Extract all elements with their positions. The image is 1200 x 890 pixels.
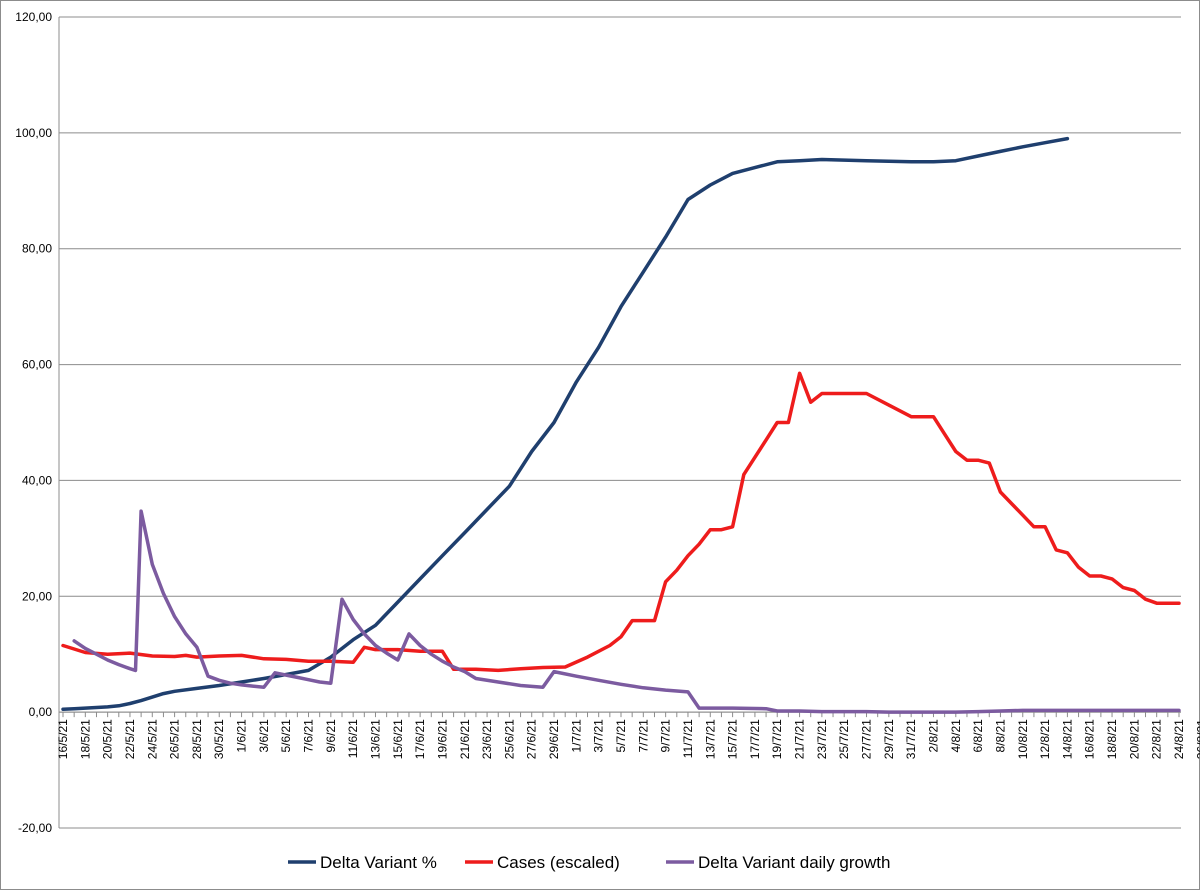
series-line-3: [72, 509, 1181, 714]
x-tick-label: 18/8/21: [1105, 719, 1119, 759]
x-tick-label: 14/8/21: [1060, 719, 1074, 759]
x-tick-label: 11/7/21: [681, 719, 695, 758]
x-tick-label: 22/8/21: [1150, 719, 1164, 759]
series-line-2: [61, 371, 1181, 673]
series-layer: [61, 136, 1181, 714]
x-tick-label: 24/5/21: [145, 719, 159, 759]
y-tick-label: 0,00: [29, 705, 53, 719]
y-tick-label: 40,00: [22, 473, 52, 487]
x-tick-label: 1/6/21: [235, 719, 249, 753]
x-tick-label: 22/5/21: [123, 719, 137, 759]
y-tick-labels: -20,00 0,00 20,00 40,00 60,00 80,00 100,00 120,…: [15, 10, 52, 835]
x-tick-label: 4/8/21: [949, 719, 963, 753]
x-tick-label: 2/8/21: [926, 719, 940, 753]
y-tick-label: 120,00: [15, 10, 52, 24]
x-tick-label: 5/6/21: [279, 719, 293, 753]
x-tick-label: 31/7/21: [904, 719, 918, 759]
x-tick-label: 16/5/21: [56, 719, 70, 759]
x-tick-label: 9/7/21: [659, 719, 673, 753]
legend: Delta Variant % Cases (escaled) Delta Vari…: [288, 853, 890, 872]
x-tick-label: 3/6/21: [257, 719, 271, 753]
x-tick-label: 3/7/21: [592, 719, 606, 753]
x-tick-label: 29/6/21: [547, 719, 561, 759]
x-tick-label: 16/8/21: [1083, 719, 1097, 759]
x-tick-label: 7/6/21: [302, 719, 316, 753]
y-tick-label: 100,00: [15, 126, 52, 140]
x-tick-label: 10/8/21: [1016, 719, 1030, 759]
x-tick-label: 29/7/21: [882, 719, 896, 759]
x-tick-label: 17/7/21: [748, 719, 762, 759]
x-tick-label: 26/8/21: [1194, 719, 1200, 759]
axis-layer: [58, 17, 1181, 828]
x-tick-label: 27/6/21: [525, 719, 539, 759]
x-tick-label: 25/6/21: [502, 719, 516, 759]
y-tick-label: -20,00: [18, 821, 52, 835]
x-tick-label: 20/5/21: [101, 719, 115, 759]
x-tick-label: 1/7/21: [569, 719, 583, 753]
legend-label: Delta Variant %: [320, 853, 437, 872]
x-tick-label: 18/5/21: [78, 719, 92, 759]
x-tick-label: 30/5/21: [212, 719, 226, 759]
x-tick-label: 28/5/21: [190, 719, 204, 759]
x-tick-label: 23/7/21: [815, 719, 829, 759]
legend-label: Cases (escaled): [497, 853, 620, 872]
x-tick-label: 13/7/21: [703, 719, 717, 759]
y-tick-label: 20,00: [22, 589, 52, 603]
x-tick-label: 27/7/21: [860, 719, 874, 759]
x-tick-label: 24/8/21: [1172, 719, 1186, 759]
grid-layer: [59, 16, 1181, 829]
x-tick-label: 15/6/21: [391, 719, 405, 759]
x-tick-label: 20/8/21: [1127, 719, 1141, 759]
x-tick-label: 9/6/21: [324, 719, 338, 753]
x-tick-label: 21/7/21: [793, 719, 807, 759]
x-tick-label: 12/8/21: [1038, 719, 1052, 759]
x-tick-label: 15/7/21: [726, 719, 740, 759]
x-tick-label: 21/6/21: [458, 719, 472, 759]
x-tick-label: 19/6/21: [435, 719, 449, 759]
y-tick-label: 60,00: [22, 358, 52, 372]
x-tick-label: 7/7/21: [636, 719, 650, 753]
x-tick-label: 25/7/21: [837, 719, 851, 759]
x-tick-label: 26/5/21: [168, 719, 182, 759]
x-tick-label: 8/8/21: [993, 719, 1007, 753]
x-tick-label: 19/7/21: [770, 719, 784, 759]
x-tick-labels: 16/5/21 18/5/21 20/5/21 22/5/21 24/5/21 26/5/…: [56, 719, 1200, 759]
x-tick-label: 11/6/21: [346, 719, 360, 758]
series-line-1: [61, 136, 1070, 711]
legend-label: Delta Variant daily growth: [698, 853, 890, 872]
y-tick-label: 80,00: [22, 242, 52, 256]
x-tick-label: 5/7/21: [614, 719, 628, 753]
x-tick-label: 23/6/21: [480, 719, 494, 759]
x-tick-label: 6/8/21: [971, 719, 985, 753]
x-tick-label: 13/6/21: [368, 719, 382, 759]
x-tick-label: 17/6/21: [413, 719, 427, 759]
